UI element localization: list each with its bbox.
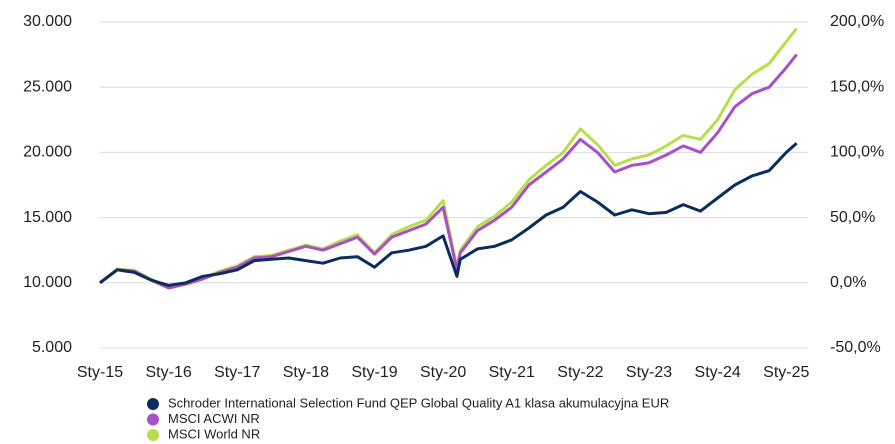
x-tick-label: Sty-17 — [214, 364, 260, 381]
y-tick-label: 15.000 — [23, 209, 72, 226]
y-tick-label: 30.000 — [23, 13, 72, 30]
y2-tick-label: -50,0% — [830, 339, 881, 356]
legend-marker — [147, 413, 159, 426]
y-tick-label: 25.000 — [23, 78, 72, 95]
x-tick-label: Sty-21 — [489, 364, 535, 381]
y2-tick-label: 100,0% — [830, 144, 884, 161]
x-tick-label: Sty-19 — [351, 364, 397, 381]
legend-label: MSCI ACWI NR — [168, 411, 260, 426]
x-tick-label: Sty-22 — [557, 364, 603, 381]
x-tick-label: Sty-15 — [77, 364, 123, 381]
legend-label: MSCI World NR — [168, 426, 260, 441]
legend-marker — [147, 429, 159, 441]
legend-label: Schroder International Selection Fund QE… — [168, 395, 669, 410]
x-tick-label: Sty-23 — [626, 364, 672, 381]
x-tick-label: Sty-18 — [283, 364, 329, 381]
y2-tick-label: 200,0% — [830, 13, 884, 30]
y-tick-label: 10.000 — [23, 274, 72, 291]
x-tick-label: Sty-20 — [420, 364, 466, 381]
y2-tick-label: 150,0% — [830, 78, 884, 95]
y-tick-label: 5.000 — [32, 339, 72, 356]
series-line — [99, 142, 798, 287]
y2-tick-label: 50,0% — [830, 209, 875, 226]
x-tick-label: Sty-25 — [763, 364, 809, 381]
x-tick-label: Sty-24 — [695, 364, 741, 381]
legend-marker — [147, 398, 159, 410]
y2-tick-label: 0,0% — [830, 274, 866, 291]
x-tick-label: Sty-16 — [146, 364, 192, 381]
y-tick-label: 20.000 — [23, 144, 72, 161]
